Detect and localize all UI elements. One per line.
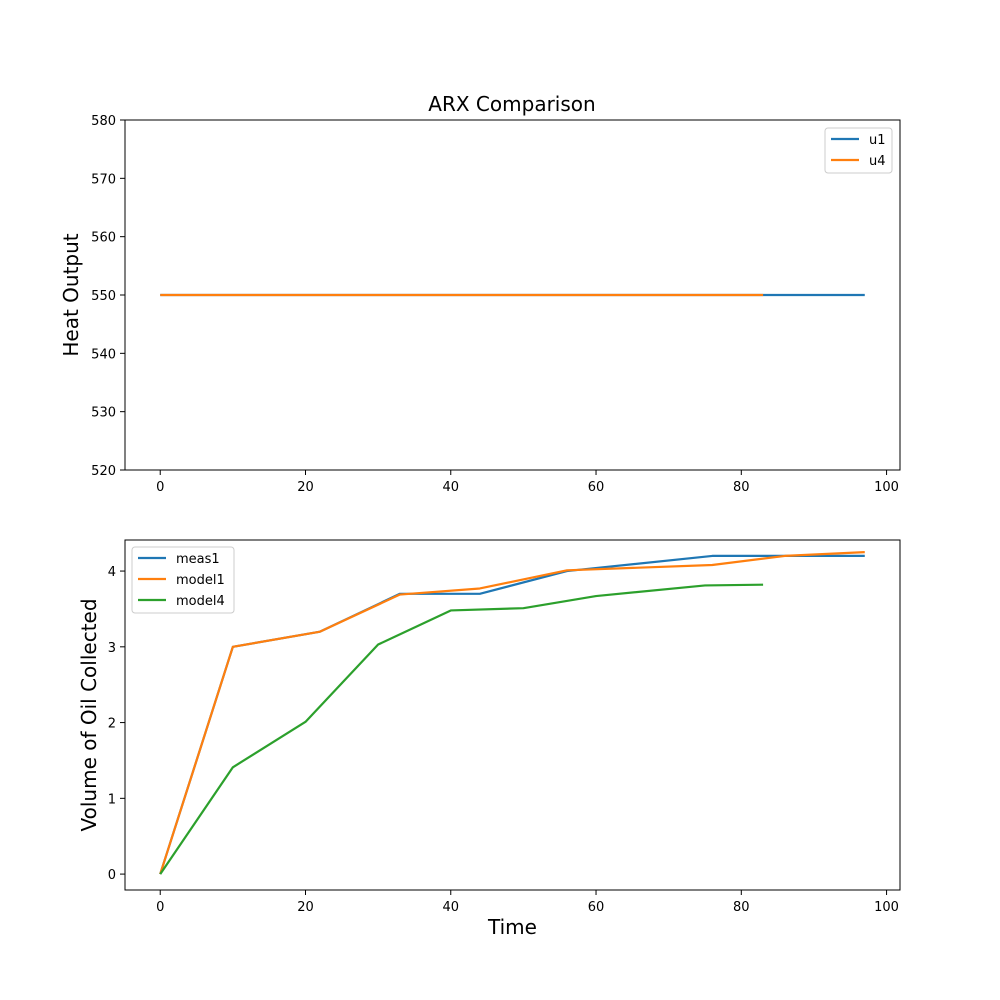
- top-y-tick-label: 520: [91, 464, 116, 479]
- top-x-tick-label: 60: [588, 480, 605, 495]
- bottom-series-line-model1: [159, 551, 865, 875]
- bottom-x-tick-label: 0: [156, 900, 164, 915]
- bottom-y-tick-label: 4: [108, 565, 116, 580]
- bottom-y-tick-label: 0: [108, 868, 116, 883]
- top-plot-frame: [124, 119, 901, 471]
- figure-title: ARX Comparison: [428, 92, 595, 116]
- bottom-legend-label-model1: model1: [176, 573, 225, 588]
- bottom-y-tick-label: 1: [108, 792, 116, 807]
- bottom-legend: meas1 model1 model4: [131, 546, 235, 614]
- top-x-tick-label: 100: [874, 480, 899, 495]
- bottom-x-axis-label: Time: [487, 915, 537, 939]
- bottom-x-tick-label: 20: [297, 900, 314, 915]
- bottom-series-line-model4: [159, 583, 764, 875]
- top-x-tick-label: 20: [297, 480, 314, 495]
- bottom-legend-label-meas1: meas1: [176, 552, 220, 567]
- bottom-x-tick-label: 60: [588, 900, 605, 915]
- bottom-x-tick-label: 40: [442, 900, 459, 915]
- bottom-legend-box: [131, 546, 235, 614]
- top-x-tick-label: 0: [156, 480, 164, 495]
- top-y-axis-label: Heat Output: [59, 233, 83, 356]
- top-x-tick-label: 40: [442, 480, 459, 495]
- top-legend-label-u4: u4: [869, 154, 886, 169]
- bottom-chart: 0 20 40 60 80 100 0 1 2 3 4 Volume of Oil Collected…: [77, 539, 901, 939]
- bottom-y-tick-label: 3: [108, 641, 116, 656]
- top-y-tick-label: 550: [91, 289, 116, 304]
- top-y-tick-label: 570: [91, 172, 116, 187]
- bottom-plot-frame: [124, 539, 901, 891]
- top-chart: 0 20 40 60 80 100 520 530 540 550 560 570 580 Heat Ou…: [59, 114, 901, 495]
- bottom-x-tick-label: 100: [874, 900, 899, 915]
- top-y-tick-label: 540: [91, 347, 116, 362]
- bottom-x-tick-label: 80: [733, 900, 750, 915]
- top-legend-label-u1: u1: [869, 133, 886, 148]
- bottom-y-tick-label: 2: [108, 717, 116, 732]
- bottom-y-axis-label: Volume of Oil Collected: [77, 598, 101, 831]
- bottom-series-group: [159, 551, 865, 875]
- top-y-tick-label: 560: [91, 231, 116, 246]
- top-y-tick-label: 530: [91, 406, 116, 421]
- top-x-tick-label: 80: [733, 480, 750, 495]
- top-y-tick-label: 580: [91, 114, 116, 129]
- bottom-legend-label-model4: model4: [176, 594, 225, 609]
